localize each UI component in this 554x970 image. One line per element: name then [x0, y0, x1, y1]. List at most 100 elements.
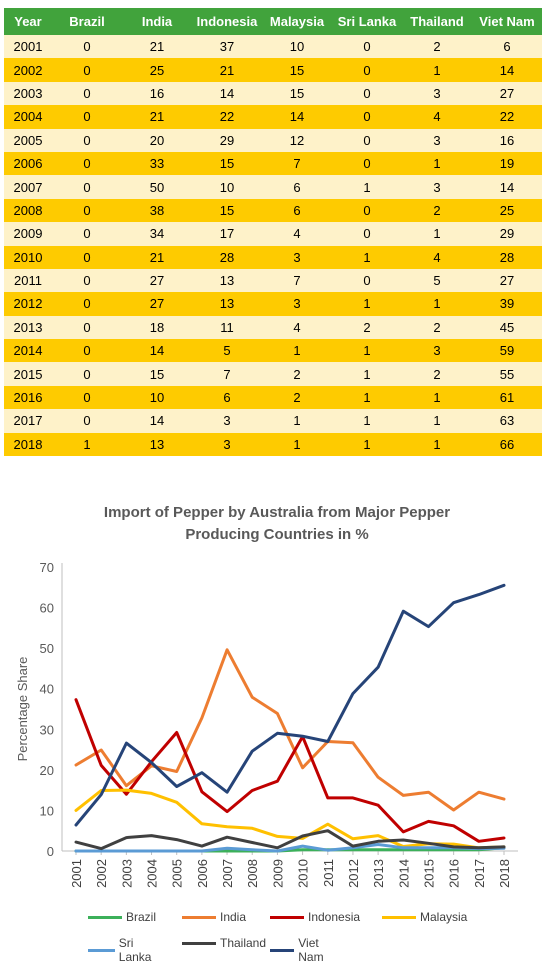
series-line-sri-lanka: [74, 843, 506, 853]
column-header: Malaysia: [262, 8, 332, 35]
table-cell: 1: [332, 385, 402, 410]
y-tick-label: 60: [40, 601, 54, 616]
table-cell: 25: [122, 58, 192, 82]
chart-title-line-1: Import of Pepper by Australia from Major…: [103, 504, 451, 521]
table-cell: 3: [262, 245, 332, 269]
legend-label: Thailand: [220, 936, 267, 950]
table-cell: 2006: [4, 151, 52, 176]
x-tick-label: 2001: [69, 859, 84, 888]
table-row: 2004 0 21 22 14 0 4 22: [4, 105, 542, 129]
table-cell: 7: [262, 151, 332, 176]
x-tick-label: 2010: [296, 859, 311, 888]
table-cell: 13: [192, 292, 262, 316]
table-cell: 33: [122, 151, 192, 176]
table-cell: 14: [262, 105, 332, 129]
series-line-indonesia: [74, 698, 506, 843]
table-cell: 2010: [4, 245, 52, 269]
table-cell: 16: [472, 128, 542, 152]
series-line-thailand: [74, 829, 506, 851]
legend-swatch: [270, 948, 295, 952]
table-cell: 0: [52, 222, 122, 246]
table-cell: 0: [52, 409, 122, 433]
x-tick-label: 2003: [119, 859, 134, 888]
table-cell: 0: [332, 268, 402, 293]
table-cell: 1: [332, 175, 402, 199]
table-cell: 1: [402, 385, 472, 410]
x-tick-label: 2004: [145, 859, 160, 888]
table-cell: 0: [52, 58, 122, 82]
table-row: 2008 0 38 15 6 0 2 25: [4, 198, 542, 223]
table-cell: 2018: [4, 432, 52, 457]
table-cell: 14: [122, 339, 192, 363]
table-cell: 0: [52, 198, 122, 223]
legend-swatch: [270, 915, 304, 919]
table-cell: 4: [402, 105, 472, 129]
table-cell: 2007: [4, 175, 52, 199]
table-cell: 1: [262, 339, 332, 363]
table-cell: 3: [402, 339, 472, 363]
legend-item: Malaysia: [382, 910, 467, 924]
chart-title-line-2: Producing Countries in %: [185, 526, 369, 543]
table-cell: 2016: [4, 385, 52, 410]
table-row: 2012 0 27 13 3 1 1 39: [4, 292, 542, 316]
table-cell: 45: [472, 315, 542, 340]
table-cell: 16: [122, 81, 192, 106]
legend-item: Indonesia: [270, 910, 360, 924]
y-tick-label: 30: [40, 722, 54, 737]
legend-item: Sri Lanka: [88, 936, 159, 964]
table-cell: 1: [332, 409, 402, 433]
y-tick-label: 50: [40, 641, 54, 656]
table-cell: 29: [472, 222, 542, 246]
x-tick-label: 2006: [195, 859, 210, 888]
series-line-viet-nam: [74, 583, 506, 827]
table-cell: 2009: [4, 222, 52, 246]
table-cell: 61: [472, 385, 542, 410]
x-tick-label: 2007: [220, 859, 235, 888]
table-row: 2014 0 14 5 1 1 3 59: [4, 339, 542, 363]
table-cell: 12: [262, 128, 332, 152]
x-tick-label: 2014: [396, 859, 411, 888]
table-cell: 2: [262, 362, 332, 386]
table-cell: 15: [122, 362, 192, 386]
table-cell: 3: [402, 128, 472, 152]
table-cell: 2: [402, 362, 472, 386]
table-row: 2003 0 16 14 15 0 3 27: [4, 81, 542, 106]
table-cell: 2008: [4, 198, 52, 223]
legend-label: Indonesia: [308, 910, 361, 924]
pepper-import-table: Year Brazil India Indonesia Malaysia Sri Lank…: [4, 8, 542, 457]
table-cell: 3: [192, 432, 262, 457]
table-cell: 21: [192, 58, 262, 82]
table-cell: 0: [52, 105, 122, 129]
table-cell: 2004: [4, 105, 52, 129]
table-cell: 2013: [4, 315, 52, 340]
table-cell: 14: [472, 58, 542, 82]
table-cell: 34: [122, 222, 192, 246]
table-cell: 63: [472, 409, 542, 433]
legend-swatch: [382, 915, 416, 919]
x-tick-label: 2008: [245, 859, 260, 888]
column-header: Viet Nam: [472, 8, 542, 35]
table-cell: 4: [402, 245, 472, 269]
table-cell: 1: [402, 151, 472, 176]
y-tick-label: 0: [47, 844, 54, 859]
legend-label: Sri Lanka: [118, 936, 152, 964]
table-cell: 1: [332, 292, 402, 316]
table-cell: 11: [192, 315, 262, 340]
table-cell: 1: [402, 58, 472, 82]
table-cell: 0: [52, 81, 122, 106]
table-row: 2010 0 21 28 3 1 4 28: [4, 245, 542, 269]
legend-label: Viet Nam: [298, 936, 324, 964]
column-header: Brazil: [52, 8, 122, 35]
table-cell: 21: [122, 105, 192, 129]
table-cell: 0: [332, 222, 402, 246]
x-tick-label: 2011: [321, 859, 336, 887]
table-cell: 2: [402, 198, 472, 223]
table-row: 2015 0 15 7 2 1 2 55: [4, 362, 542, 386]
table-cell: 27: [472, 268, 542, 293]
y-tick-label: 10: [40, 803, 54, 818]
x-tick-label: 2013: [371, 859, 386, 888]
table-cell: 0: [52, 385, 122, 410]
table-cell: 2012: [4, 292, 52, 316]
table-cell: 27: [472, 81, 542, 106]
column-header: India: [122, 8, 192, 35]
